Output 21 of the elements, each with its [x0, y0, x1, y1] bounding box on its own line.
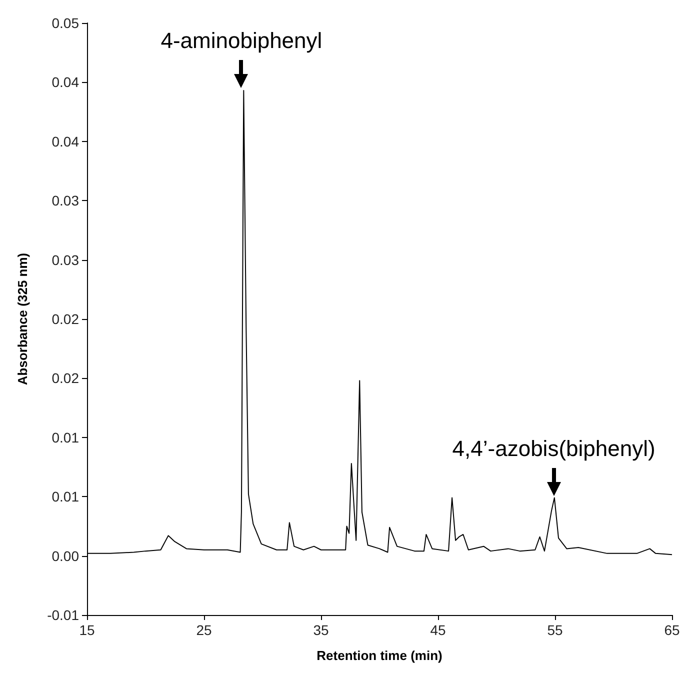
- y-tick-label: 0.00: [52, 548, 80, 564]
- y-tick-label: -0.01: [47, 607, 80, 623]
- y-tick-label: 0.01: [52, 488, 80, 505]
- x-tick-label: 35: [313, 622, 329, 638]
- y-tick-label: 0.03: [52, 192, 80, 209]
- y-tick-label: 0.01: [52, 429, 80, 446]
- x-tick-label: 65: [664, 622, 680, 638]
- x-tick-label: 15: [79, 622, 95, 638]
- y-tick-label: 0.05: [52, 15, 80, 31]
- y-tick-label: 0.04: [52, 133, 80, 150]
- x-axis-title: Retention time (min): [316, 648, 442, 663]
- y-tick-label: 0.04: [52, 74, 80, 90]
- y-tick-label: 0.03: [52, 252, 80, 268]
- annotation: 4,4’-azobis(biphenyl): [451, 436, 656, 462]
- x-tick-label: 45: [430, 622, 446, 638]
- x-tick-label: 25: [196, 622, 212, 638]
- annotation: 4-aminobiphenyl: [160, 28, 322, 54]
- y-tick-label: 0.02: [52, 311, 80, 327]
- y-tick-label: 0.02: [52, 370, 80, 386]
- x-tick-label: 55: [547, 622, 563, 638]
- y-axis-title: Absorbance (325 nm): [15, 252, 30, 386]
